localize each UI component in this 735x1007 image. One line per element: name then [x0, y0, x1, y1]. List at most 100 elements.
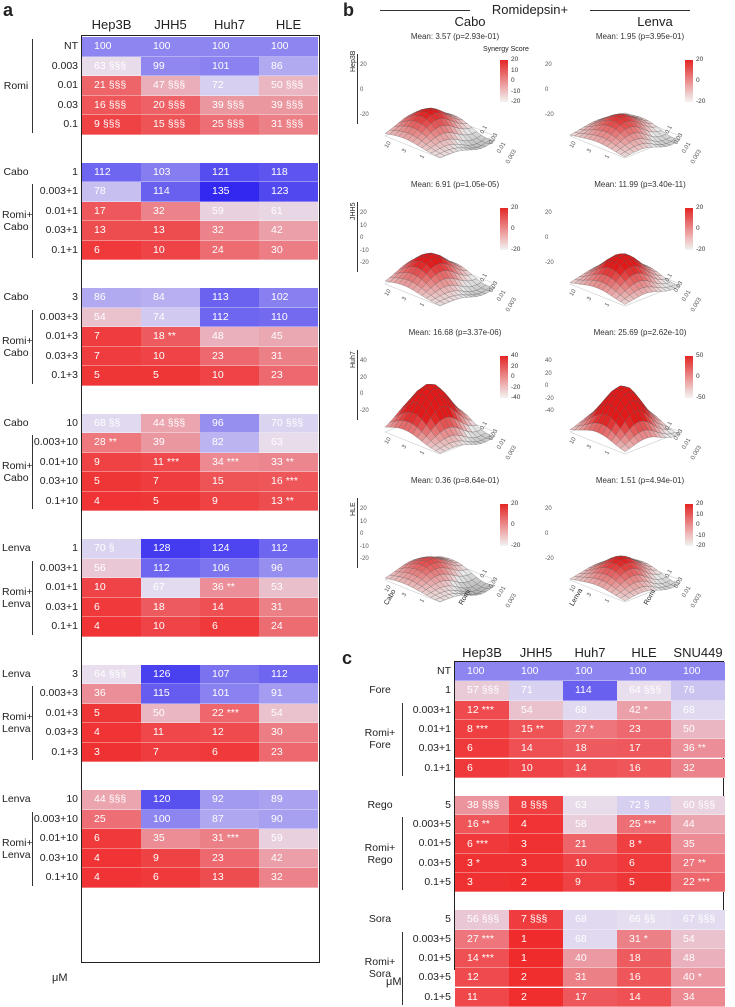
- heatmap-cell: 112: [259, 665, 318, 685]
- cell-value: 100: [271, 40, 289, 52]
- cell-value: 86: [94, 291, 106, 303]
- heatmap-cell: 35: [141, 829, 200, 849]
- cell-value: 53: [271, 581, 283, 593]
- color-scale-tick: 50: [696, 352, 703, 359]
- heatmap-cell: 4: [82, 617, 141, 637]
- heatmap-cell: 87: [200, 810, 259, 830]
- cell-value: 31: [271, 601, 283, 613]
- heatmap-cell: 28 **: [82, 433, 141, 453]
- row-dose-label: NT: [30, 40, 78, 52]
- panel-b-row-label-hle: HLE: [350, 502, 357, 516]
- row-dose-label: 0.003+3: [30, 311, 78, 323]
- z-axis-tick: 20: [545, 62, 552, 68]
- group-label: Lenva: [2, 542, 30, 554]
- group-label: Romi+ Cabo: [2, 335, 30, 359]
- cell-value: 11: [153, 456, 164, 468]
- heatmap-cell: 39: [141, 433, 200, 453]
- panel-b-column-cabo: Cabo: [390, 14, 550, 29]
- synergy-color-scale: [500, 356, 508, 398]
- cell-value: 27: [467, 933, 479, 945]
- z-axis-tick: 20: [360, 375, 367, 381]
- group-label: Romi+ Cabo: [2, 209, 30, 233]
- cell-value: 42: [271, 852, 283, 864]
- heatmap-cell: 14: [563, 759, 617, 778]
- heatmap-cell: 67: [141, 578, 200, 598]
- z-axis-tick: 20: [545, 371, 552, 377]
- heatmap-cell: 54: [259, 704, 318, 724]
- cell-value: 126: [153, 668, 171, 680]
- cell-value: 66: [629, 913, 641, 925]
- cell-value: 121: [212, 166, 230, 178]
- heatmap-cell: 23: [617, 720, 671, 739]
- color-scale-tick: -20: [511, 98, 520, 105]
- significance-mark: §§§: [482, 913, 500, 925]
- synergy-surface: [370, 44, 510, 169]
- z-axis-tick: 20: [360, 62, 367, 68]
- z-axis-tick: -20: [545, 260, 554, 266]
- cell-value: 4: [94, 726, 100, 738]
- heatmap-cell: 103: [141, 163, 200, 183]
- color-scale-tick: -10: [511, 88, 520, 95]
- row-dose-label: 0.03+5: [403, 971, 451, 983]
- row-dose-label: 0.1+3: [30, 369, 78, 381]
- cell-value: 92: [212, 793, 224, 805]
- heatmap-cell: 50: [141, 704, 200, 724]
- cell-value: 36: [212, 581, 224, 593]
- cell-value: 68: [575, 704, 587, 716]
- heatmap-cell: 33 **: [259, 453, 318, 473]
- heatmap-cell: 27 ***: [455, 930, 509, 949]
- cell-value: 13: [271, 495, 283, 507]
- cell-value: 15: [212, 475, 224, 487]
- group-label: Lenva: [2, 668, 30, 680]
- group-bracket: [402, 932, 403, 1005]
- heatmap-cell: 72: [200, 76, 259, 96]
- heatmap-cell: 2: [509, 988, 563, 1007]
- cell-value: 101: [212, 687, 230, 699]
- heatmap-cell: 18: [141, 598, 200, 618]
- cell-value: 24: [271, 620, 283, 632]
- cell-value: 44: [683, 818, 695, 830]
- significance-mark: §§§: [109, 60, 127, 72]
- significance-mark: §§§: [286, 417, 304, 429]
- cell-value: 23: [271, 746, 283, 758]
- row-dose-label: 0.03+1: [30, 224, 78, 236]
- cell-value: 64: [629, 684, 641, 696]
- group-label: Rego: [360, 799, 400, 811]
- heatmap-cell: 9: [82, 453, 141, 473]
- row-dose-label: 0.1+3: [30, 746, 78, 758]
- heatmap-cell: 20 §§§: [141, 96, 200, 116]
- significance-mark: *: [638, 838, 642, 850]
- color-scale-tick: 20: [511, 500, 518, 507]
- synergy-color-scale: [685, 208, 693, 250]
- significance-mark: *: [644, 704, 648, 716]
- heatmap-cell: 70 §§§: [259, 414, 318, 434]
- significance-mark: §§§: [168, 99, 186, 111]
- heatmap-cell: 86: [82, 288, 141, 308]
- significance-mark: §§§: [286, 79, 304, 91]
- row-dose-label: 0.1+1: [30, 244, 78, 256]
- significance-mark: §: [644, 799, 650, 811]
- heatmap-cell: 48: [671, 949, 725, 968]
- heatmap-cell: 100: [259, 37, 318, 57]
- color-scale-tick: 0: [696, 225, 700, 232]
- heatmap-cell: 5: [617, 873, 671, 892]
- cell-value: 63: [575, 799, 587, 811]
- row-dose-label: 0.01+1: [30, 581, 78, 593]
- significance-mark: **: [286, 495, 294, 507]
- cell-value: 39: [271, 99, 283, 111]
- cell-value: 68: [575, 933, 587, 945]
- significance-mark: §§§: [644, 684, 662, 696]
- cell-value: 1: [521, 933, 527, 945]
- cell-value: 15: [153, 118, 165, 130]
- heatmap-cell: 4: [82, 849, 141, 869]
- row-dose-label: 0.003: [30, 60, 78, 72]
- significance-mark: §§§: [530, 913, 548, 925]
- panel-a-units: μM: [52, 972, 68, 984]
- cell-value: 6: [94, 832, 100, 844]
- heatmap-cell: 50 §§§: [259, 76, 318, 96]
- heatmap-cell: 12 ***: [455, 701, 509, 720]
- cell-value: 31: [575, 971, 587, 983]
- panel-b-row-rule: [357, 498, 358, 568]
- panel-b-row-label-jhh5: JHH5: [350, 202, 357, 220]
- significance-mark: ***: [482, 952, 494, 964]
